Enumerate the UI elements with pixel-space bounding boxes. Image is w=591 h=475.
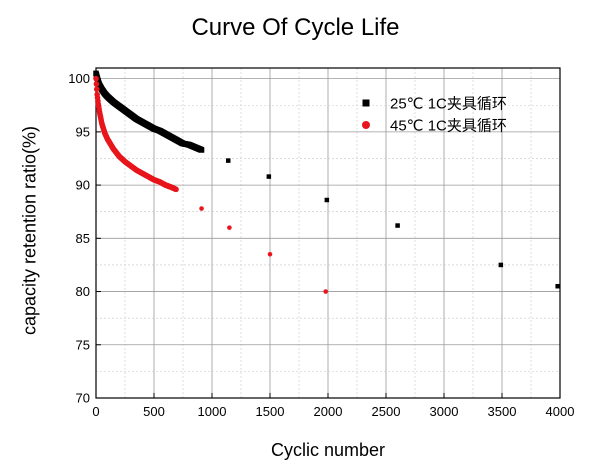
x-tick-label: 1000 <box>198 404 227 419</box>
data-point <box>266 174 272 179</box>
x-tick-label: 2000 <box>314 404 343 419</box>
series-1 <box>93 70 560 289</box>
y-tick-label: 90 <box>76 178 90 193</box>
y-tick-label: 75 <box>76 337 90 352</box>
y-tick-label: 100 <box>68 71 90 86</box>
data-point <box>498 262 504 268</box>
legend-label: 25℃ 1C夹具循环 <box>390 96 507 113</box>
y-tick-label: 70 <box>76 391 90 406</box>
series-2 <box>93 75 328 294</box>
data-point <box>93 81 100 87</box>
data-point <box>323 289 328 294</box>
data-point <box>93 86 100 93</box>
x-tick-label: 0 <box>92 404 99 419</box>
y-tick-label: 85 <box>76 231 90 246</box>
x-tick-label: 500 <box>143 404 165 419</box>
y-tick-label: 80 <box>76 284 90 299</box>
data-point <box>227 225 232 230</box>
grid-layer <box>96 68 560 398</box>
chart-title: Curve Of Cycle Life <box>191 14 400 41</box>
data-point <box>93 75 99 82</box>
data-point <box>199 206 204 211</box>
data-point <box>173 186 179 193</box>
legend: 25℃ 1C夹具循环 45℃ 1C夹具循环 <box>362 96 507 135</box>
y-tick-label: 95 <box>76 124 90 139</box>
data-point <box>324 197 330 203</box>
ticks-layer: 0 500 1000 1500 2000 2500 3000 3500 4000 70 75 80 85… <box>68 71 574 419</box>
legend-label: 45℃ 1C夹具循环 <box>390 118 507 135</box>
data-point <box>225 158 231 163</box>
x-tick-label: 3000 <box>430 404 459 419</box>
legend-marker <box>362 99 370 107</box>
data-point <box>267 251 273 257</box>
data-point <box>395 223 400 228</box>
x-tick-label: 4000 <box>546 404 575 419</box>
x-tick-label: 1500 <box>256 404 285 419</box>
x-axis-label: Cyclic number <box>270 440 386 460</box>
y-axis-label: capacity retention ratio(%) <box>19 125 40 336</box>
x-tick-label: 3500 <box>488 404 517 419</box>
legend-marker <box>362 121 370 129</box>
series-layer <box>93 70 560 294</box>
data-point <box>555 283 560 289</box>
data-point <box>198 147 205 153</box>
x-tick-label: 2500 <box>372 404 401 419</box>
